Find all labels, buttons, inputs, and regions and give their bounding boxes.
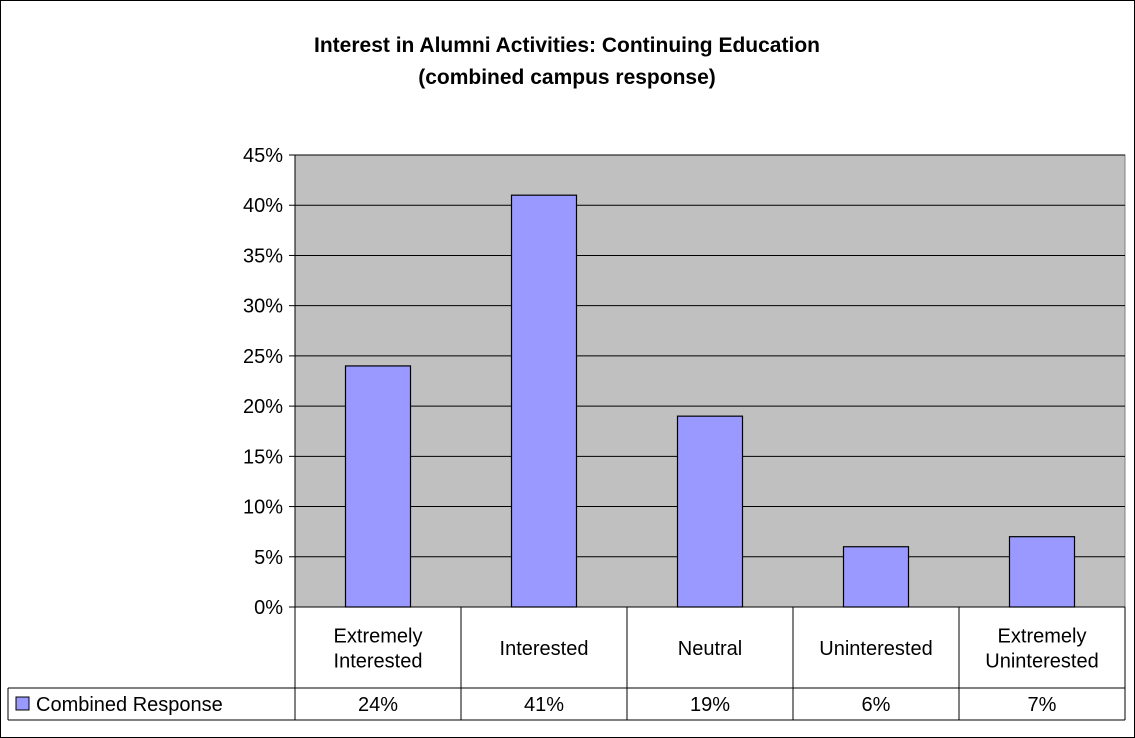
- category-label: Interested: [334, 651, 423, 673]
- y-tick-label: 25%: [243, 346, 283, 368]
- y-tick-label: 5%: [254, 547, 283, 569]
- bar: [344, 365, 412, 608]
- y-tick-label: 20%: [243, 396, 283, 418]
- y-tick-label: 40%: [243, 195, 283, 217]
- data-label: 7%: [1028, 694, 1057, 716]
- bar: [1008, 536, 1076, 608]
- y-tick-label: 35%: [243, 245, 283, 267]
- data-label: 24%: [358, 694, 398, 716]
- data-label: 41%: [524, 694, 564, 716]
- category-label: Uninterested: [985, 651, 1098, 673]
- category-label: Extremely: [334, 626, 423, 648]
- data-label: 19%: [690, 694, 730, 716]
- category-label: Interested: [500, 638, 589, 660]
- bar: [676, 415, 744, 608]
- legend-label: Combined Response: [36, 694, 223, 716]
- y-tick-label: 0%: [254, 597, 283, 619]
- chart-subtitle: (combined campus response): [418, 66, 716, 89]
- y-tick-label: 45%: [243, 145, 283, 167]
- y-tick-label: 10%: [243, 497, 283, 519]
- data-label: 6%: [862, 694, 891, 716]
- y-tick-label: 15%: [243, 446, 283, 468]
- bar: [510, 194, 578, 608]
- bar: [842, 546, 910, 608]
- chart-title: Interest in Alumni Activities: Continuin…: [314, 34, 820, 57]
- category-label: Neutral: [678, 638, 742, 660]
- y-tick-label: 30%: [243, 296, 283, 318]
- category-label: Uninterested: [819, 638, 932, 660]
- legend-swatch: [15, 696, 30, 711]
- category-label: Extremely: [998, 626, 1087, 648]
